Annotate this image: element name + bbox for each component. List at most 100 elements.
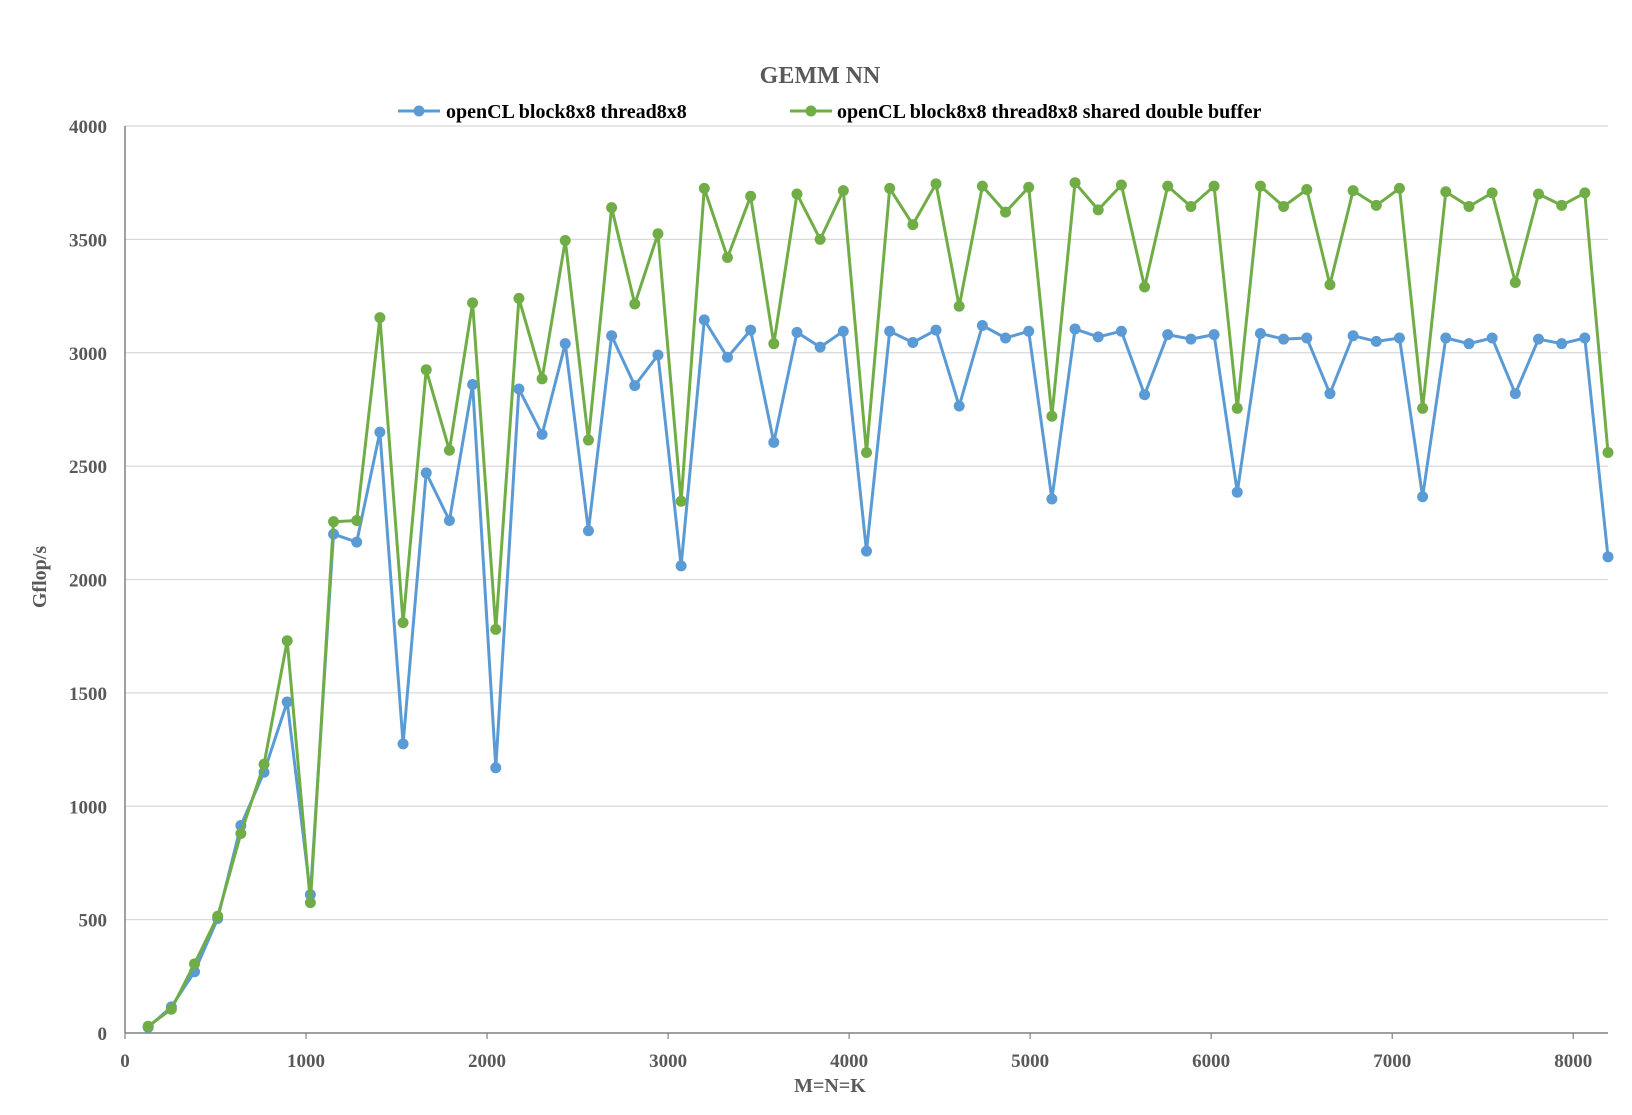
legend-label: openCL block8x8 thread8x8 shared double … [837, 101, 1261, 123]
data-point [212, 910, 224, 922]
data-point [698, 182, 710, 194]
y-tick-label: 0 [98, 1024, 108, 1045]
data-point [1185, 333, 1197, 345]
data-point [606, 330, 618, 342]
x-tick-label: 3000 [649, 1051, 687, 1072]
data-point [328, 516, 340, 528]
data-point [1115, 179, 1127, 191]
data-point [467, 297, 479, 309]
data-point [861, 545, 872, 557]
x-tick-label: 8000 [1554, 1051, 1592, 1072]
data-point [930, 324, 942, 336]
data-point [1486, 332, 1498, 344]
data-point [1579, 187, 1591, 199]
data-point [420, 364, 432, 376]
series-group [142, 177, 1614, 1033]
data-point [1254, 180, 1266, 192]
data-point [745, 324, 757, 336]
data-point [351, 515, 363, 527]
data-point [559, 235, 571, 247]
data-point [281, 635, 293, 647]
data-point [768, 436, 780, 448]
data-point [1092, 204, 1104, 216]
y-tick-label: 500 [79, 911, 108, 932]
data-point [1208, 180, 1220, 192]
data-point [1139, 281, 1151, 293]
data-point [976, 320, 988, 332]
data-point [884, 325, 896, 337]
data-point [1532, 333, 1544, 345]
data-point [629, 298, 641, 310]
data-point [837, 185, 849, 197]
data-point [420, 467, 432, 479]
data-point [582, 434, 594, 446]
data-point [1162, 329, 1174, 341]
data-point [1370, 335, 1382, 347]
data-point [1486, 187, 1498, 199]
legend-label: openCL block8x8 thread8x8 [446, 101, 687, 123]
data-point [374, 426, 386, 438]
data-point [1602, 447, 1614, 459]
y-tick-label: 1500 [69, 684, 107, 705]
data-point [1278, 333, 1290, 345]
data-point [1000, 206, 1012, 218]
y-tick-labels: 0 500 1000 1500 2000 2500 3000 3500 4000 [69, 117, 107, 1045]
data-point [745, 190, 757, 202]
data-point [1162, 180, 1174, 192]
data-point [1579, 332, 1591, 344]
legend-swatch-marker [413, 105, 425, 117]
data-point [536, 373, 548, 385]
x-tick-label: 6000 [1192, 1051, 1230, 1072]
data-point [1509, 388, 1521, 400]
data-point [1440, 186, 1452, 198]
data-point [1417, 491, 1429, 503]
data-point [1602, 551, 1614, 563]
data-point [281, 696, 293, 708]
data-point [1046, 493, 1058, 505]
data-point [1417, 402, 1429, 414]
data-point [884, 182, 896, 194]
data-point [698, 314, 710, 326]
data-point [606, 202, 618, 214]
data-point [814, 233, 826, 245]
data-point [1069, 177, 1081, 189]
data-point [721, 252, 733, 264]
data-point [791, 188, 803, 200]
data-point [443, 515, 455, 527]
data-point [513, 292, 525, 304]
x-tick-label: 1000 [287, 1051, 325, 1072]
data-point [1208, 329, 1220, 341]
data-point [652, 228, 664, 240]
data-point [1556, 338, 1568, 350]
data-point [629, 380, 641, 392]
data-point [258, 758, 270, 770]
series-line [147, 181, 1610, 1028]
data-point [976, 180, 988, 192]
data-point [582, 525, 594, 537]
data-point [1556, 199, 1568, 211]
data-point [559, 338, 571, 350]
y-tick-label: 4000 [69, 117, 107, 138]
y-axis-title: Gflop/s [29, 546, 51, 608]
data-point [1231, 402, 1243, 414]
data-point [1046, 410, 1058, 422]
x-tick-label: 5000 [1011, 1051, 1049, 1072]
data-point [1231, 486, 1243, 498]
data-point [1092, 331, 1104, 343]
data-point [1301, 183, 1313, 195]
data-point [1324, 388, 1336, 400]
data-point [351, 536, 363, 548]
data-point [142, 1020, 154, 1032]
data-point [374, 312, 386, 324]
data-point [1324, 279, 1336, 291]
data-point [837, 325, 849, 337]
data-point [1347, 330, 1359, 342]
data-point [791, 326, 803, 338]
data-point [490, 762, 502, 774]
data-point [1023, 325, 1035, 337]
data-point [1463, 200, 1475, 212]
data-point [1393, 332, 1405, 344]
x-tick-labels: 0 1000 2000 3000 4000 5000 6000 7000 8000 [120, 1051, 1592, 1072]
data-point [1532, 188, 1544, 200]
